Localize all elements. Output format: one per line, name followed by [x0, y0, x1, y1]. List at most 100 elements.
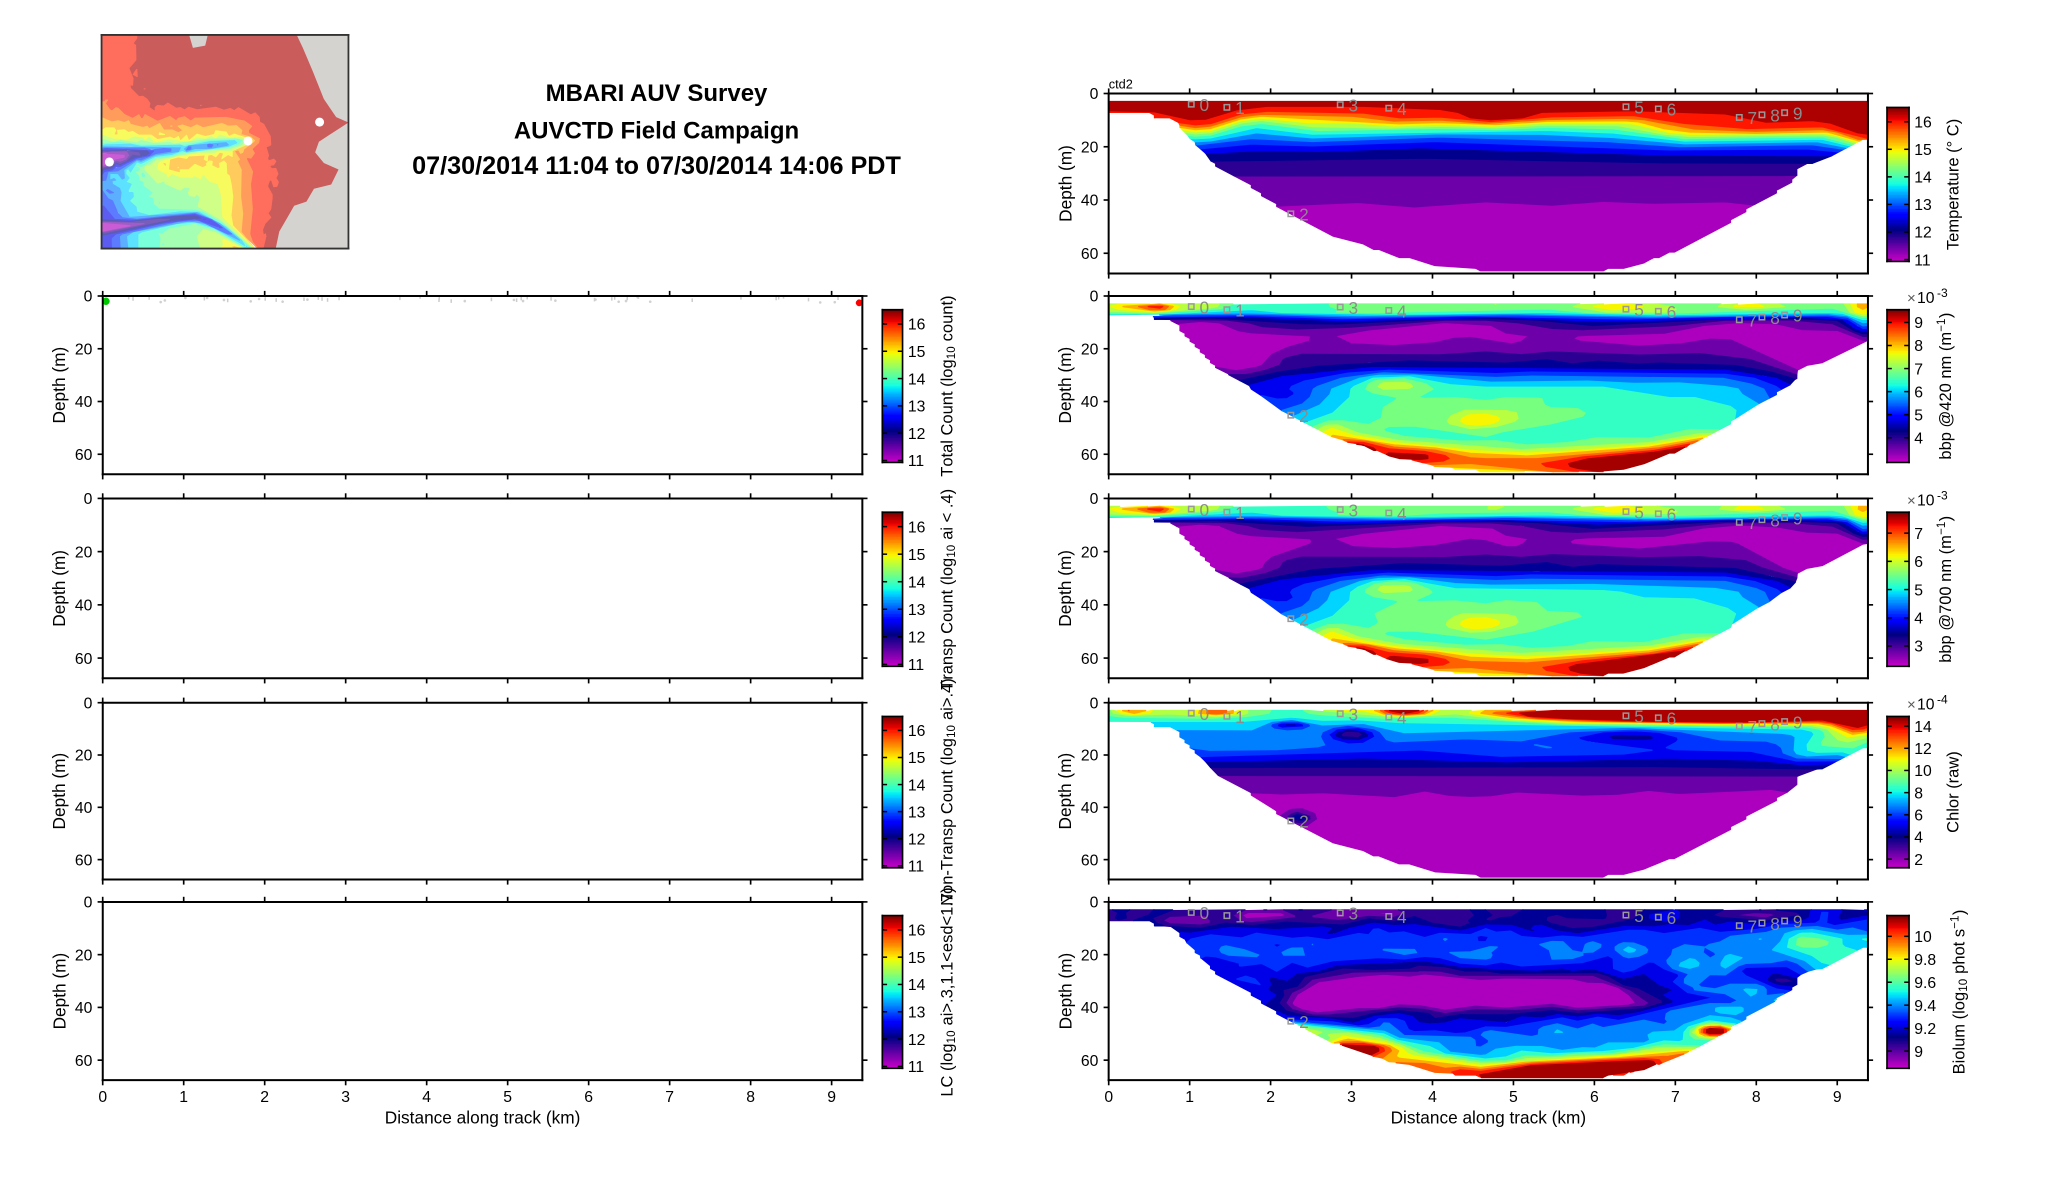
- svg-text:3: 3: [1348, 704, 1358, 724]
- svg-text:MBARI AUV Survey: MBARI AUV Survey: [546, 80, 768, 107]
- svg-text:1: 1: [1235, 707, 1245, 727]
- svg-text:7: 7: [1748, 916, 1758, 936]
- svg-text:40: 40: [75, 800, 93, 817]
- svg-text:B i o l: B i o l u m ( l o g p h o t s ) 1 0 − 1: [1937, 903, 1973, 1074]
- svg-text:60: 60: [75, 852, 93, 869]
- svg-text:4: 4: [1397, 907, 1407, 927]
- svg-text:10: 10: [1914, 929, 1932, 946]
- svg-text:8: 8: [746, 1089, 755, 1106]
- svg-text:0: 0: [84, 895, 93, 912]
- svg-text:7: 7: [1748, 108, 1758, 128]
- svg-text:Distance along track (km): Distance along track (km): [385, 1108, 581, 1128]
- svg-text:40: 40: [1081, 394, 1099, 411]
- svg-text:12: 12: [908, 831, 926, 848]
- svg-text:6: 6: [1667, 302, 1677, 322]
- svg-text:13: 13: [908, 1004, 926, 1021]
- svg-text:9.2: 9.2: [1914, 1021, 1936, 1038]
- svg-text:3: 3: [1348, 95, 1358, 115]
- svg-text:0: 0: [1090, 695, 1099, 712]
- svg-text:3: 3: [341, 1089, 350, 1106]
- svg-text:4: 4: [1914, 610, 1923, 627]
- svg-text:7: 7: [1671, 1089, 1680, 1106]
- svg-text:14: 14: [908, 574, 926, 591]
- svg-text:16: 16: [908, 923, 926, 940]
- svg-text:0: 0: [1090, 895, 1099, 912]
- svg-text:14: 14: [908, 977, 926, 994]
- svg-text:5: 5: [1509, 1089, 1518, 1106]
- svg-text:14: 14: [1914, 719, 1932, 736]
- svg-text:4: 4: [1397, 301, 1407, 321]
- svg-text:2: 2: [260, 1089, 269, 1106]
- svg-text:4: 4: [1397, 99, 1407, 119]
- svg-text:40: 40: [75, 598, 93, 615]
- svg-text:3: 3: [1914, 639, 1923, 656]
- svg-text:7: 7: [665, 1089, 674, 1106]
- svg-text:2: 2: [1299, 609, 1309, 629]
- svg-text:6: 6: [1914, 808, 1923, 825]
- svg-text:11: 11: [1914, 252, 1930, 269]
- svg-text:12: 12: [1914, 225, 1932, 242]
- svg-text:5: 5: [1634, 300, 1644, 320]
- svg-text:4: 4: [1397, 504, 1407, 524]
- svg-text:16: 16: [908, 519, 926, 536]
- svg-text:60: 60: [1081, 246, 1099, 263]
- svg-text:9: 9: [1793, 103, 1803, 123]
- svg-text:Depth (m): Depth (m): [1055, 145, 1075, 222]
- svg-text:×: ×: [1907, 492, 1916, 509]
- svg-text:T o t a: T o t a l C o u n t ( l o g c o u n t ): [931, 289, 961, 477]
- svg-text:2: 2: [1914, 852, 1923, 869]
- svg-text:11: 11: [908, 657, 924, 674]
- svg-text:9: 9: [1793, 306, 1803, 326]
- svg-text:60: 60: [75, 447, 93, 464]
- svg-text:8: 8: [1770, 914, 1780, 934]
- svg-text:9.8: 9.8: [1914, 952, 1936, 969]
- svg-text:6: 6: [584, 1089, 593, 1106]
- svg-text:-3: -3: [1937, 286, 1948, 300]
- svg-text:11: 11: [908, 453, 924, 470]
- svg-text:9: 9: [1914, 315, 1923, 332]
- svg-text:10: 10: [1917, 492, 1935, 509]
- svg-text:20: 20: [75, 341, 93, 358]
- svg-text:20: 20: [1081, 341, 1099, 358]
- svg-text:7: 7: [1914, 361, 1923, 378]
- svg-text:Depth (m): Depth (m): [49, 347, 69, 424]
- svg-text:20: 20: [1081, 748, 1099, 765]
- svg-text:5: 5: [503, 1089, 512, 1106]
- svg-text:40: 40: [1081, 193, 1099, 210]
- svg-text:1: 1: [179, 1089, 188, 1106]
- svg-text:Depth (m): Depth (m): [1055, 953, 1075, 1030]
- svg-text:9: 9: [1793, 508, 1803, 528]
- svg-text:60: 60: [1081, 447, 1099, 464]
- svg-text:T r a n: T r a n s p C o u n t ( l o g a i <: [931, 482, 961, 690]
- svg-text:Depth (m): Depth (m): [49, 753, 69, 830]
- svg-text:1: 1: [1235, 503, 1245, 523]
- svg-text:Depth (m): Depth (m): [1055, 550, 1075, 627]
- svg-text:13: 13: [908, 804, 926, 821]
- svg-text:0: 0: [84, 695, 93, 712]
- svg-text:0: 0: [84, 491, 93, 508]
- svg-text:0: 0: [1200, 704, 1210, 724]
- svg-text:12: 12: [908, 630, 926, 647]
- svg-text:8: 8: [1770, 308, 1780, 328]
- svg-text:14: 14: [908, 371, 926, 388]
- svg-text:10: 10: [1917, 696, 1935, 713]
- svg-text:1: 1: [1235, 300, 1245, 320]
- svg-text:4: 4: [1914, 430, 1923, 447]
- svg-text:5: 5: [1634, 707, 1644, 727]
- svg-text:20: 20: [1081, 947, 1099, 964]
- svg-text:07/30/2014 11:04 to 07/30/2014: 07/30/2014 11:04 to 07/30/2014 14:06 PDT: [412, 152, 901, 180]
- svg-text:6: 6: [1590, 1089, 1599, 1106]
- svg-text:b b p: b b p @ 4 2 0 n m ( m ) − 1: [1924, 306, 1957, 460]
- svg-text:13: 13: [1914, 197, 1932, 214]
- svg-text:20: 20: [1081, 139, 1099, 156]
- svg-text:40: 40: [75, 394, 93, 411]
- svg-text:60: 60: [75, 651, 93, 668]
- svg-text:L C (: L C ( l o g a i > . 3 , 1 . 1 < e s d < …: [931, 881, 961, 1097]
- svg-text:40: 40: [1081, 800, 1099, 817]
- svg-text:20: 20: [75, 544, 93, 561]
- svg-text:20: 20: [75, 947, 93, 964]
- svg-text:Temperature (° C): Temperature (° C): [1945, 119, 1963, 250]
- svg-text:6: 6: [1667, 908, 1677, 928]
- svg-text:0: 0: [1090, 289, 1099, 306]
- svg-text:×: ×: [1907, 290, 1916, 307]
